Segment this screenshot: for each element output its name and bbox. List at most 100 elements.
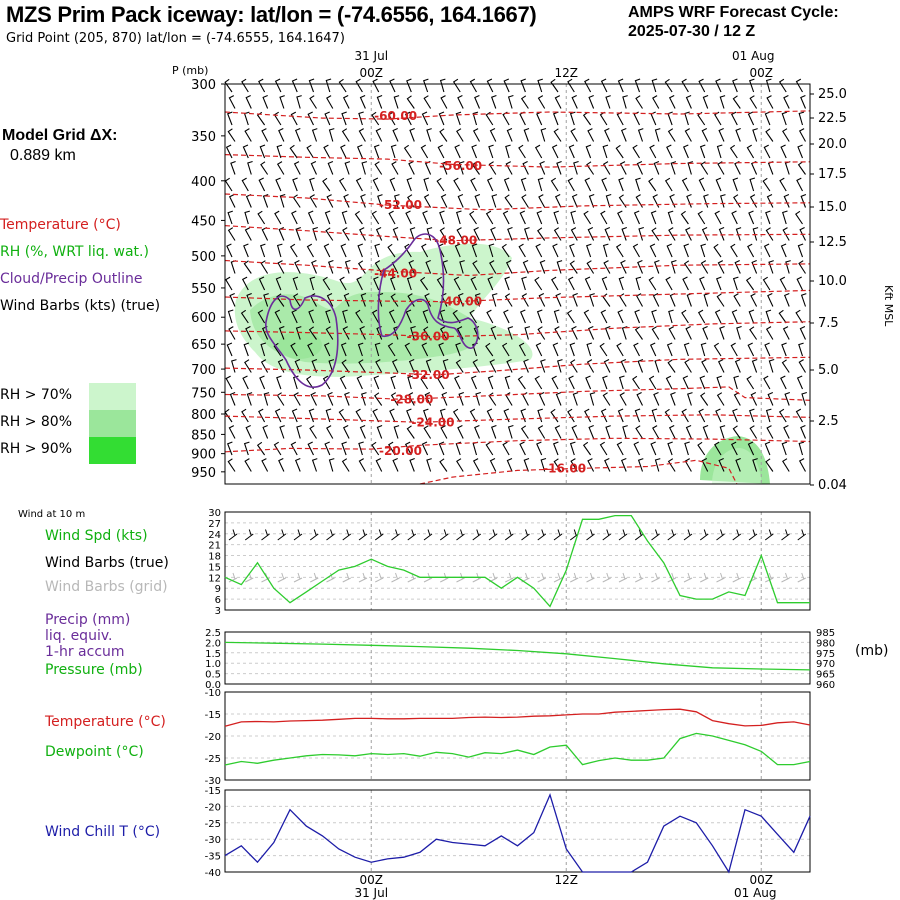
pressure-tick-label: 400 xyxy=(191,175,216,190)
forecast-cycle: AMPS WRF Forecast Cycle: 2025-07-30 / 12… xyxy=(628,3,839,41)
precip-label-line2: liq. equiv. xyxy=(45,628,113,644)
cs-barb xyxy=(439,210,445,225)
cs-barb xyxy=(359,326,366,340)
wind-barb xyxy=(407,529,417,541)
cs-barb xyxy=(702,94,709,109)
cs-barb xyxy=(457,425,464,439)
cs-barb xyxy=(359,94,366,109)
cs-barb xyxy=(615,144,624,159)
cs-barb xyxy=(534,144,543,159)
cs-barb xyxy=(782,128,790,142)
cs-barb xyxy=(503,78,510,93)
cs-barb xyxy=(522,161,529,175)
forecast-cycle-label: AMPS WRF Forecast Cycle: xyxy=(628,4,839,21)
cs-barb xyxy=(487,375,494,390)
wind-barb xyxy=(764,529,774,541)
cs-barb xyxy=(733,194,741,208)
cs-barb xyxy=(652,95,660,109)
wind-barbs-grid-label: Wind Barbs (grid) xyxy=(45,579,168,595)
cs-barb xyxy=(601,276,608,291)
cs-barb xyxy=(668,326,676,340)
wind-panel-ytick-label: 18 xyxy=(208,552,221,563)
rh70-region-surface xyxy=(712,448,762,484)
cs-barb xyxy=(501,342,510,357)
wind-barb xyxy=(244,529,254,541)
cs-barb xyxy=(667,458,676,472)
cs-barb xyxy=(291,408,298,423)
cs-barb xyxy=(716,293,725,307)
cs-barb xyxy=(341,359,350,373)
cs-barb xyxy=(225,375,233,390)
cs-barb xyxy=(569,260,578,274)
cs-barb xyxy=(290,111,298,126)
pressure-right-tick-label: 960 xyxy=(816,680,835,691)
cs-barb xyxy=(518,144,526,159)
cs-barb xyxy=(783,95,790,109)
cs-barb xyxy=(390,144,397,159)
cs-barb xyxy=(700,392,709,406)
cs-barb xyxy=(747,342,755,357)
wind-barb xyxy=(293,529,303,541)
cs-barb xyxy=(421,441,429,456)
wind-barb-grid xyxy=(342,572,351,583)
cs-barb xyxy=(651,227,660,241)
cs-barb xyxy=(371,309,380,324)
cs-barb xyxy=(391,359,399,373)
cs-barb xyxy=(360,292,367,307)
cs-barb xyxy=(342,326,350,340)
cs-barb xyxy=(621,226,627,241)
cs-barb xyxy=(325,408,332,423)
cs-barb xyxy=(702,424,709,439)
cs-barb xyxy=(748,408,755,423)
cs-barb xyxy=(424,392,432,406)
cs-barb xyxy=(491,194,498,208)
legend-temperature: Temperature (°C) xyxy=(0,217,121,233)
wind-barb-grid xyxy=(358,572,368,583)
cs-barb xyxy=(293,375,299,390)
cs-barb xyxy=(749,326,758,340)
wind-barb xyxy=(797,529,807,541)
pressure-tick-label: 300 xyxy=(191,78,216,93)
cs-barb xyxy=(423,194,432,208)
cs-barb xyxy=(472,441,479,456)
cs-barb xyxy=(602,243,609,258)
cs-barb xyxy=(765,326,774,340)
cs-barb xyxy=(668,309,674,324)
cs-barb xyxy=(485,342,494,357)
cs-barb xyxy=(539,259,546,274)
wind-panel-ytick-label: 3 xyxy=(215,606,221,617)
cs-barb xyxy=(422,78,429,93)
cs-barb xyxy=(701,227,709,241)
cs-barb xyxy=(716,375,722,390)
cs-barb xyxy=(259,243,266,258)
cs-barb xyxy=(358,111,364,126)
cs-barb xyxy=(469,78,477,93)
cs-barb xyxy=(587,128,595,142)
pressure-tick-label: 450 xyxy=(191,214,216,229)
cs-barb xyxy=(424,160,432,175)
cs-barb xyxy=(568,144,575,159)
windchill-panel-ytick-label: -25 xyxy=(205,819,221,830)
cs-barb xyxy=(278,325,285,340)
bottom-hour-label: 12Z xyxy=(555,873,579,887)
cs-barb xyxy=(425,358,432,373)
cs-barb xyxy=(537,95,546,109)
cs-barb xyxy=(714,111,722,126)
cs-barb xyxy=(635,276,642,291)
cs-barb xyxy=(404,243,412,258)
cs-barb xyxy=(664,177,673,192)
cs-barb xyxy=(783,425,790,439)
cs-barb xyxy=(550,177,559,192)
cs-barb xyxy=(778,309,787,324)
wind-barb-grid xyxy=(423,572,433,583)
cs-barb xyxy=(752,227,759,241)
cs-barb xyxy=(599,342,608,357)
cs-barb xyxy=(422,309,429,324)
wind-barb xyxy=(277,529,287,541)
cs-barb xyxy=(407,194,415,208)
cs-barb xyxy=(474,424,481,439)
cs-barb xyxy=(584,408,592,423)
temperature-contour-4 xyxy=(224,259,811,277)
cs-barb xyxy=(649,144,657,159)
cs-barb xyxy=(374,342,381,357)
